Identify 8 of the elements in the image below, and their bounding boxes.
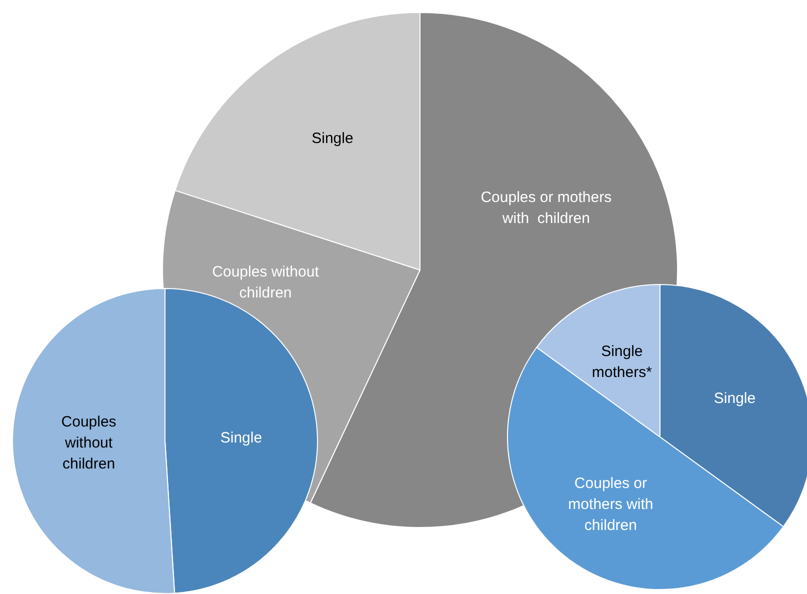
- slice-label: Couples without children: [212, 264, 320, 302]
- slice-label: Single: [312, 130, 354, 147]
- slice-label: Couples or mothers with children: [480, 188, 612, 227]
- slice-label: Single: [220, 430, 262, 447]
- slice-label: Single: [714, 390, 756, 408]
- slice-label: Couples without children: [61, 414, 116, 473]
- slice-label: Couples or mothers with children: [568, 474, 654, 534]
- slice-label: Single mothers*: [592, 342, 652, 381]
